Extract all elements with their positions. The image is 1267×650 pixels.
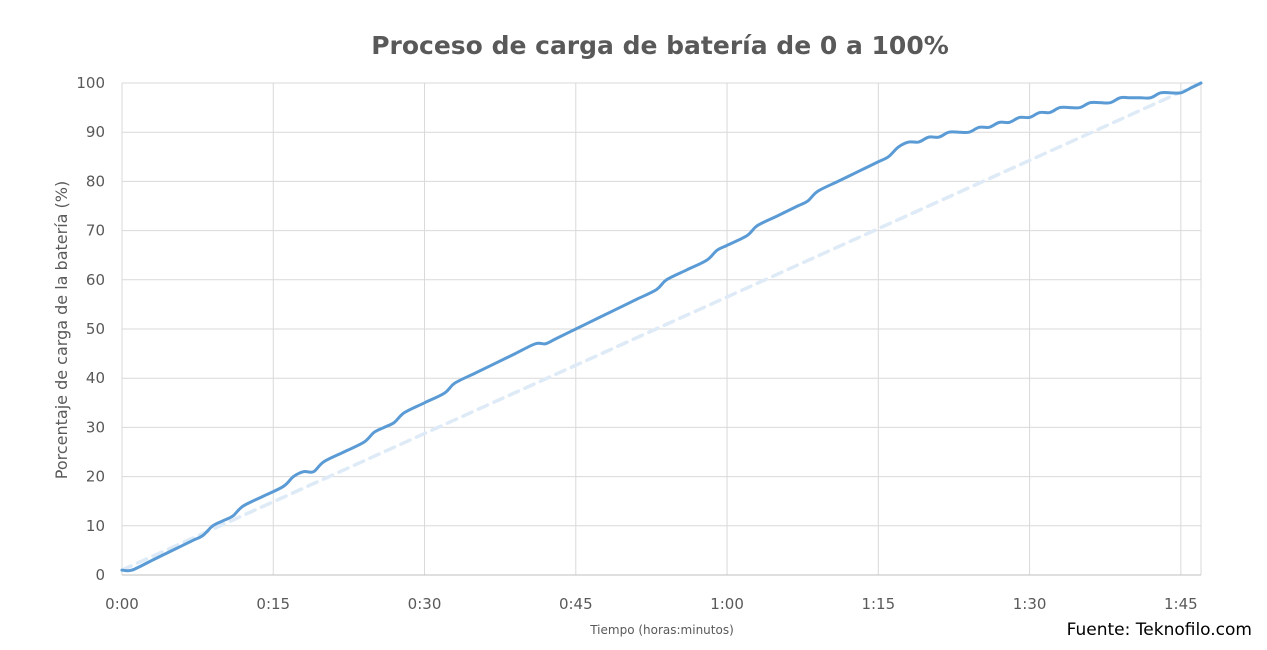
chart-title: Proceso de carga de batería de 0 a 100%	[371, 31, 949, 60]
x-axis-title: Tiempo (horas:minutos)	[589, 623, 734, 637]
source-credit: Fuente: Teknofilo.com	[1067, 620, 1252, 640]
y-tick-label: 0	[95, 566, 105, 584]
x-axis-tick-labels: 0:00 0:15 0:30 0:45 1:00 1:15 1:30 1:45	[105, 595, 1198, 613]
y-tick-label: 80	[86, 172, 105, 190]
y-tick-label: 10	[86, 517, 105, 535]
x-tick-label: 1:15	[861, 595, 895, 613]
reference-line-dashed	[120, 81, 1203, 572]
y-tick-label: 20	[86, 468, 105, 486]
y-axis-title: Porcentaje de carga de la batería (%)	[52, 181, 71, 479]
y-tick-label: 30	[86, 418, 105, 436]
series-layer	[120, 81, 1203, 573]
horizontal-gridlines	[122, 82, 1201, 527]
y-tick-label: 50	[86, 320, 105, 338]
charge-curve-line	[120, 81, 1203, 573]
y-axis-tick-labels: 0 10 20 30 40 50 60 70 80 90 100	[76, 74, 105, 584]
x-tick-label: 0:00	[105, 595, 139, 613]
x-tick-label: 1:00	[710, 595, 744, 613]
y-tick-label: 100	[76, 74, 105, 92]
y-tick-label: 60	[86, 271, 105, 289]
x-tick-label: 0:30	[408, 595, 442, 613]
y-tick-label: 40	[86, 369, 105, 387]
y-tick-label: 70	[86, 222, 105, 240]
x-tick-label: 0:15	[256, 595, 290, 613]
x-tick-label: 1:30	[1013, 595, 1047, 613]
x-tick-label: 1:45	[1164, 595, 1198, 613]
y-tick-label: 90	[86, 123, 105, 141]
x-tick-label: 0:45	[559, 595, 593, 613]
